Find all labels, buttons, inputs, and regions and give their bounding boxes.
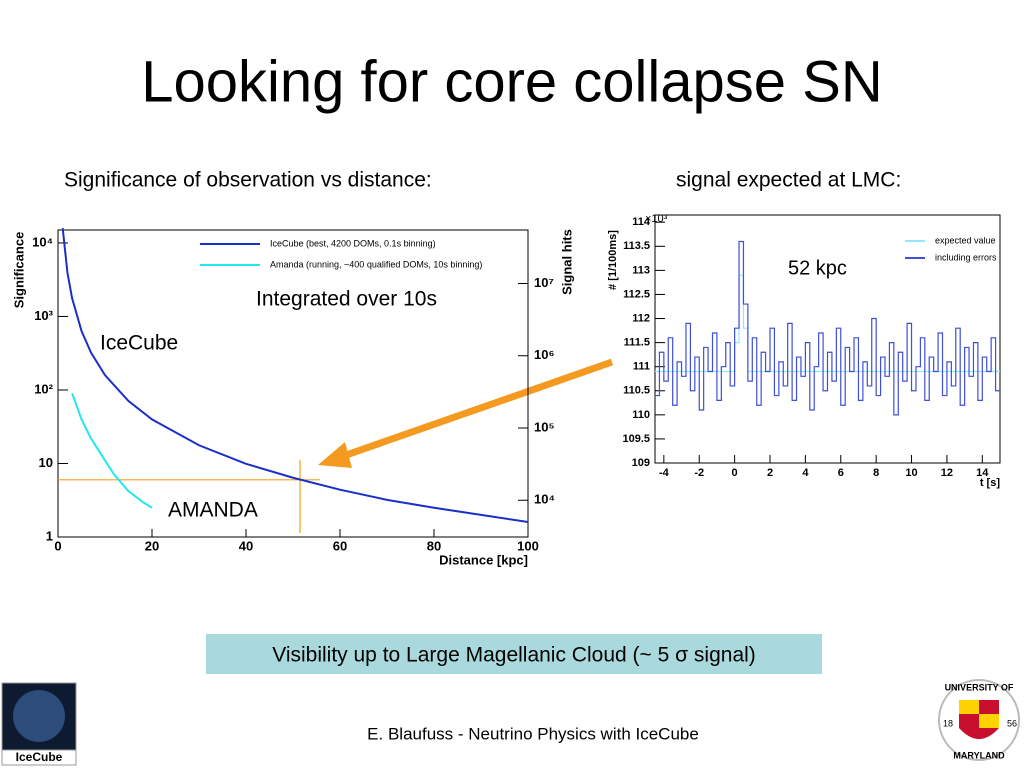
x-tick-label: 60 (333, 538, 347, 553)
logo-ring (938, 679, 1020, 761)
y2-tick-label: 10⁴ (534, 492, 555, 507)
x-tick-label: 40 (239, 538, 253, 553)
x-tick-label: 80 (427, 538, 441, 553)
annotation: Integrated over 10s (256, 288, 437, 311)
y2-axis-label: Signal hits (559, 229, 574, 295)
x-tick-label: 4 (802, 467, 809, 479)
x-tick-label: -4 (659, 467, 670, 479)
legend-label: Amanda (running, ~400 qualified DOMs, 10… (270, 259, 482, 269)
x-axis-label: t [s] (980, 477, 1001, 489)
y-tick-label: 1 (46, 528, 53, 543)
series-line (61, 228, 529, 523)
footer: E. Blaufuss - Neutrino Physics with IceC… (367, 724, 699, 743)
x-tick-label: 6 (838, 467, 844, 479)
y-tick-label: 114 (632, 216, 651, 228)
x-tick-label: 0 (54, 538, 61, 553)
subtitle: Significance of observation vs distance: (64, 169, 432, 192)
logo-year: 18 (943, 718, 953, 728)
y2-tick-label: 10⁷ (534, 275, 554, 290)
logo-text: MARYLAND (953, 750, 1005, 760)
x-tick-label: 14 (976, 467, 989, 479)
annotation: AMANDA (168, 499, 258, 522)
x-tick-label: 100 (517, 538, 539, 553)
x-axis-label: Distance [kpc] (439, 552, 528, 567)
annotation: IceCube (100, 332, 178, 355)
y-tick-label: 112 (632, 312, 650, 324)
conclusion: Visibility up to Large Magellanic Cloud … (272, 644, 756, 667)
x-tick-label: 8 (873, 467, 879, 479)
umd-logo: UNIVERSITY OF MARYLAND 18 56 (938, 679, 1020, 761)
y-tick-label: 10⁴ (32, 234, 53, 249)
logo-year: 56 (1007, 718, 1017, 728)
arrow-head (318, 442, 352, 468)
y-tick-label: 10³ (34, 308, 53, 323)
y-axis-label: # [1/100ms] (607, 230, 619, 290)
logo-shield-quarter (959, 700, 999, 728)
x-tick-label: 10 (905, 467, 917, 479)
legend-label: expected value (935, 235, 996, 245)
x-tick-label: 20 (145, 538, 159, 553)
slide-title: Looking for core collapse SN (141, 49, 883, 114)
x-tick-label: 0 (732, 467, 738, 479)
y-tick-label: 110 (632, 409, 650, 421)
y-tick-label: 111.5 (624, 337, 650, 349)
y-multiplier: ×10³ (645, 213, 668, 225)
y-tick-label: 111 (633, 361, 650, 373)
legend-label: including errors (935, 252, 997, 262)
y-tick-label: 109 (632, 457, 650, 469)
conclusion-box (206, 634, 822, 674)
logo-band (1, 749, 77, 766)
y2-tick-label: 10⁶ (534, 347, 554, 362)
series-line (655, 274, 1000, 373)
plot-frame (57, 229, 529, 538)
x-tick-label: -2 (694, 467, 704, 479)
y-tick-label: 112.5 (623, 288, 650, 300)
series-line (71, 392, 153, 509)
y-tick-label: 109.5 (622, 433, 650, 445)
plot-frame (654, 214, 1001, 464)
x-tick-label: 12 (941, 467, 953, 479)
y-tick-label: 10² (34, 381, 53, 396)
y-tick-label: 113.5 (623, 240, 650, 252)
icecube-logo: IceCube (1, 682, 77, 766)
y-tick-label: 10 (39, 455, 53, 470)
logo-globe (13, 690, 65, 742)
series-line (655, 240, 1000, 416)
legend-label: IceCube (best, 4200 DOMs, 0.1s binning) (270, 238, 436, 248)
logo-text: IceCube (16, 750, 63, 764)
arrow (330, 358, 614, 464)
y2-tick-label: 10⁵ (534, 419, 555, 434)
y-tick-label: 110.5 (623, 385, 650, 397)
logo-text: UNIVERSITY OF (945, 682, 1014, 692)
subtitle: signal expected at LMC: (676, 169, 901, 192)
y-axis-label: Significance (11, 232, 26, 309)
y-tick-label: 113 (632, 264, 650, 276)
x-tick-label: 2 (767, 467, 773, 479)
annotation: 52 kpc (788, 257, 847, 279)
